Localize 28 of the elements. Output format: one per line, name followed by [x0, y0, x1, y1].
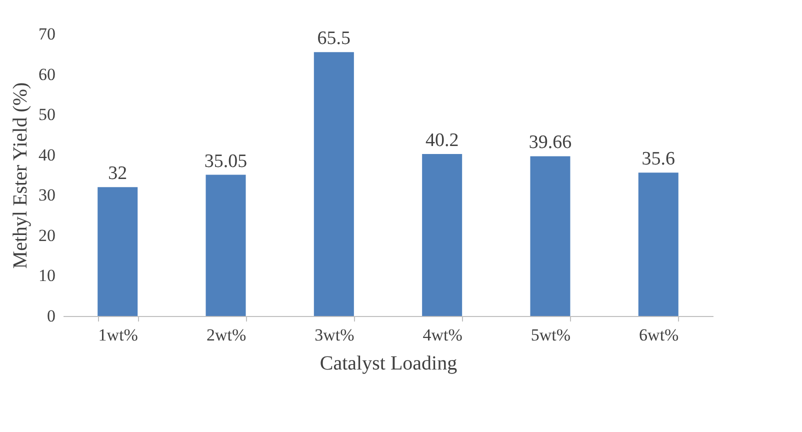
x-axis-title: Catalyst Loading: [320, 352, 458, 374]
data-label: 35.05: [204, 150, 248, 172]
bar: [98, 187, 138, 316]
data-label: 39.66: [528, 132, 572, 154]
y-tick-label: 20: [38, 226, 56, 245]
x-tick-label: 6wt%: [639, 326, 679, 344]
y-tick-label: 60: [38, 64, 56, 84]
y-axis-title: Methyl Ester Yield (%): [10, 82, 32, 269]
y-tick-label: 30: [38, 186, 56, 205]
bar: [530, 156, 570, 316]
y-tick-label: 50: [38, 105, 56, 124]
data-label: 65.5: [317, 28, 351, 50]
bar: [638, 172, 678, 316]
bar: [206, 174, 246, 316]
y-tick-label: 40: [38, 145, 56, 164]
x-tick-label: 1wt%: [98, 326, 138, 344]
data-label: 32: [108, 163, 128, 184]
x-tick-label: 5wt%: [530, 326, 571, 344]
y-tick-label: 0: [47, 306, 56, 326]
y-tick-label: 70: [38, 24, 56, 44]
bar: [314, 52, 354, 316]
bar: [422, 154, 462, 316]
x-tick-label: 2wt%: [206, 326, 246, 344]
x-tick-label: 3wt%: [314, 326, 354, 344]
data-label: 40.2: [425, 130, 459, 152]
data-label: 35.6: [642, 148, 676, 170]
y-tick-label: 10: [38, 266, 56, 286]
x-tick-label: 4wt%: [422, 326, 462, 344]
